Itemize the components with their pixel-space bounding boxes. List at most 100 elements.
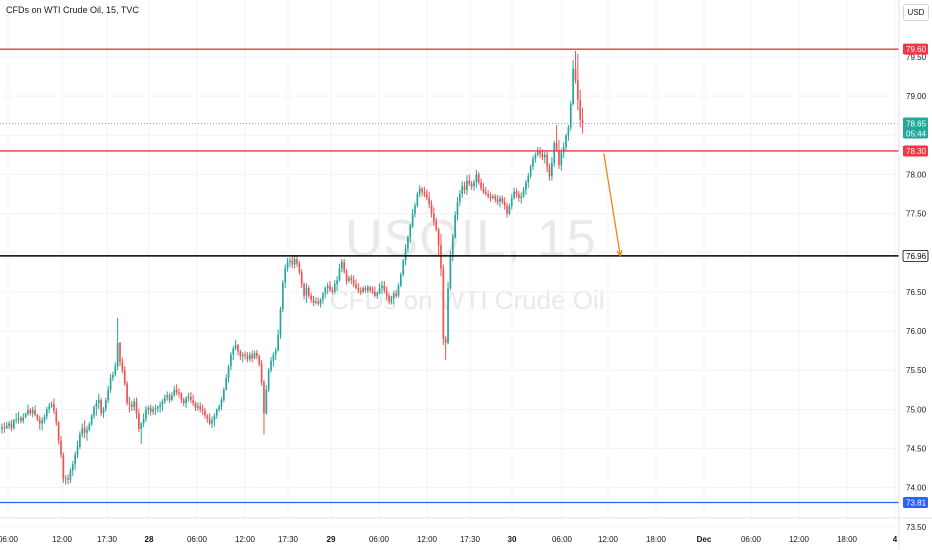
candle-body: [525, 182, 527, 191]
candle-body: [208, 418, 211, 424]
candle-body: [248, 354, 251, 360]
last-price-label: 78.65: [906, 120, 927, 129]
time-axis[interactable]: 06:00 12:00 17:30 28 06:00 12:00 17:30 29 06:00 1…: [0, 517, 932, 544]
time-tick-label: 12:00: [235, 535, 256, 544]
candle-body: [414, 205, 416, 214]
resistance-level-label: 79.60: [906, 45, 927, 54]
candle-body: [562, 147, 565, 153]
candle-body: [149, 407, 152, 412]
candle-body: [482, 188, 485, 192]
price-tick-label: 76.50: [906, 288, 927, 297]
candle-body: [1, 427, 3, 429]
candle-body: [494, 196, 497, 200]
candle-body: [307, 287, 310, 296]
currency-button[interactable]: USD: [903, 4, 929, 21]
price-levels: [0, 48, 899, 504]
candle-body: [442, 268, 445, 339]
price-axis[interactable]: 79.5079.0078.5078.0077.5077.0076.5076.00…: [898, 0, 932, 550]
chart-title: CFDs on WTI Crude Oil, 15, TVC: [6, 5, 139, 15]
candle-body: [378, 287, 381, 294]
candle-body: [298, 263, 301, 273]
candle-body: [576, 80, 579, 101]
time-tick-label: 29: [327, 535, 336, 544]
candle-body: [529, 166, 532, 177]
candle-body: [539, 150, 541, 155]
candle-body: [454, 215, 456, 238]
candle-body: [579, 100, 582, 120]
candle-body: [543, 154, 546, 158]
price-tick-label: 79.00: [906, 92, 927, 101]
candle-body: [227, 366, 230, 379]
resistance-level-label-bg: [903, 145, 928, 157]
candle-body: [156, 407, 159, 409]
candle-body: [572, 68, 574, 104]
candle-body: [565, 135, 567, 148]
candle-body: [112, 374, 114, 379]
candle-body: [425, 194, 428, 198]
candle-body: [489, 196, 492, 198]
candle-body: [34, 410, 36, 415]
candle-body: [126, 383, 128, 404]
candle-body: [303, 284, 305, 296]
candle-body: [81, 428, 84, 435]
candle-body: [312, 299, 315, 303]
candle-body: [83, 428, 86, 433]
candle-body: [222, 389, 225, 400]
candle-body: [553, 143, 556, 163]
price-tick-label: 75.50: [906, 366, 927, 375]
candles: [1, 50, 584, 485]
candle-body: [8, 423, 10, 426]
candle-body: [437, 229, 440, 245]
last-price-label-bg: [903, 117, 928, 139]
candle-body: [3, 427, 6, 429]
candle-body: [107, 389, 110, 400]
candle-body: [560, 152, 563, 166]
candle-body: [423, 191, 426, 195]
candle-body: [267, 370, 270, 390]
candle-body: [324, 287, 327, 294]
price-tick-label: 73.50: [906, 523, 927, 532]
candle-body: [567, 127, 570, 136]
candle-body: [234, 345, 237, 349]
candle-body: [359, 290, 362, 292]
candle-body: [284, 268, 287, 283]
candle-body: [487, 194, 490, 197]
candle-body: [569, 103, 572, 128]
candle-body: [520, 196, 523, 198]
candle-body: [404, 248, 407, 261]
candle-body: [456, 201, 459, 216]
candle-body: [60, 440, 62, 455]
time-tick-label: 06:00: [552, 535, 573, 544]
candle-body: [74, 454, 77, 465]
candle-body: [225, 378, 228, 390]
time-tick-label: 12:00: [417, 535, 438, 544]
candle-body: [475, 174, 478, 183]
candle-body: [45, 409, 48, 417]
candle-body: [345, 271, 348, 281]
candle-body: [86, 429, 88, 433]
grid: [0, 0, 899, 528]
candle-body: [399, 274, 402, 286]
candle-body: [286, 262, 289, 269]
projection-arrow-line: [603, 153, 621, 256]
support-level-label-bg: [903, 497, 928, 509]
candle-body: [178, 392, 180, 394]
candle-body: [411, 213, 414, 226]
pivot-level-label: 76.96: [906, 252, 927, 261]
price-axis-background: [899, 0, 932, 550]
candle-body: [147, 407, 150, 410]
candle-body: [355, 284, 357, 288]
time-tick-label: 06:00: [741, 535, 762, 544]
candle-body: [258, 356, 261, 364]
candle-body: [527, 176, 530, 183]
candle-body: [10, 423, 13, 429]
candle-body: [201, 409, 204, 411]
bar-countdown-label: 05:44: [906, 130, 927, 139]
candle-body: [104, 399, 107, 409]
candle-body: [79, 434, 81, 447]
candle-body: [161, 401, 164, 405]
candle-body: [357, 287, 360, 291]
candle-body: [392, 293, 395, 299]
candle-body: [62, 454, 65, 480]
